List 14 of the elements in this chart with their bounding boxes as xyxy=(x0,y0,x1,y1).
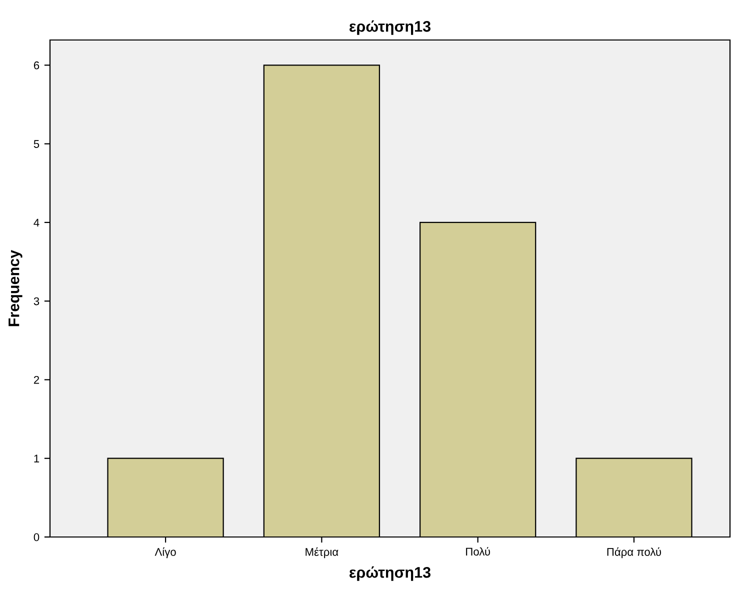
y-tick-label: 5 xyxy=(34,140,40,148)
y-tick-label: 1 xyxy=(34,454,40,462)
chart-title: ερώτηση13 xyxy=(350,20,431,35)
y-tick-label: 3 xyxy=(34,297,40,306)
x-tick-label: Πολύ xyxy=(466,547,490,556)
x-tick-label: Μέτρια xyxy=(306,547,338,558)
y-tick-label: 0 xyxy=(34,533,40,542)
y-tick-label: 6 xyxy=(34,61,40,70)
y-tick-label: 4 xyxy=(34,218,40,226)
y-axis-title: Frequency xyxy=(8,250,22,326)
x-tick-label: Λίγο xyxy=(154,547,176,558)
y-tick-label: 2 xyxy=(34,376,40,384)
x-axis-title: ερώτηση13 xyxy=(350,566,431,581)
x-tick-label: Πάρα πολύ xyxy=(607,547,662,558)
